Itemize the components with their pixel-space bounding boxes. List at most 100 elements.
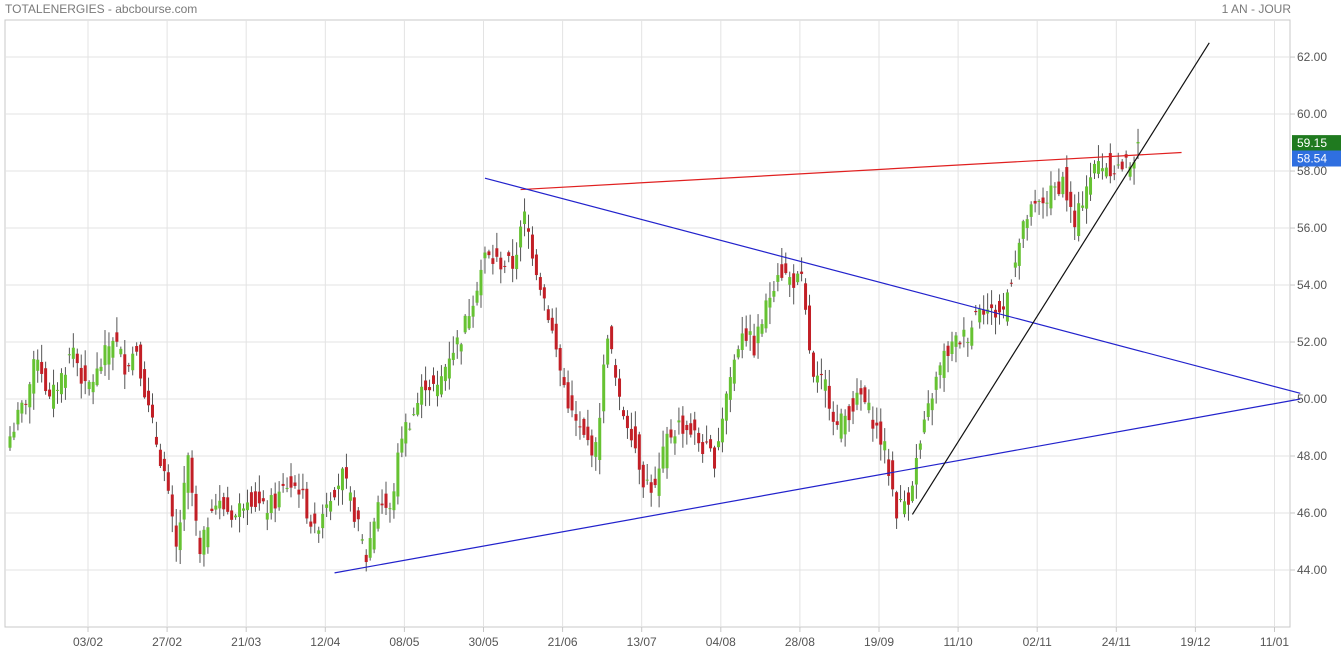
candle-down xyxy=(170,494,174,517)
x-tick-label: 02/11 xyxy=(1023,635,1052,649)
candle-down xyxy=(566,382,570,409)
candle-down xyxy=(1041,197,1045,204)
candle-down xyxy=(79,367,83,384)
candle-up xyxy=(451,352,455,360)
candle-up xyxy=(443,366,447,382)
candle-up xyxy=(265,513,269,520)
x-tick-label: 13/07 xyxy=(627,635,657,649)
y-tick-label: 52.00 xyxy=(1297,335,1327,349)
candle-up xyxy=(1029,204,1033,217)
candle-up xyxy=(245,502,249,511)
candle-up xyxy=(1021,221,1025,239)
candle-down xyxy=(621,410,625,417)
candle-down xyxy=(669,429,673,438)
grid-lines xyxy=(5,20,1290,627)
candle-down xyxy=(424,380,428,391)
plot-area xyxy=(4,19,1291,628)
candle-down xyxy=(297,489,301,495)
candle-down xyxy=(40,361,44,374)
candle-up xyxy=(416,403,420,415)
candle-up xyxy=(388,508,392,510)
candle-down xyxy=(495,248,499,257)
candle-up xyxy=(910,485,914,502)
candle-down xyxy=(546,309,550,321)
candle-down xyxy=(590,435,594,456)
candle-up xyxy=(914,458,918,485)
candle-down xyxy=(895,492,899,519)
candle-up xyxy=(71,347,75,359)
candle-down xyxy=(147,390,151,406)
candle-down xyxy=(313,513,317,524)
candle-up xyxy=(1092,163,1096,174)
candle-down xyxy=(974,310,978,313)
candle-down xyxy=(550,317,554,331)
x-tick-label: 19/12 xyxy=(1180,635,1210,649)
candle-up xyxy=(1104,167,1108,177)
candle-up xyxy=(463,315,467,333)
candle-up xyxy=(435,384,439,397)
candle-down xyxy=(835,421,839,425)
candle-up xyxy=(242,508,246,511)
candle-up xyxy=(934,376,938,390)
candle-down xyxy=(1120,161,1124,170)
y-axis: 62.00 60.00 58.00 56.00 54.00 52.00 50.00 48.00… xyxy=(1290,50,1327,577)
price-badge-previous xyxy=(1292,150,1341,167)
candle-up xyxy=(186,455,190,493)
candle-up xyxy=(970,327,974,346)
candle-down xyxy=(24,403,28,405)
candle-up xyxy=(412,414,416,416)
candle-down xyxy=(273,493,277,509)
candle-up xyxy=(883,441,887,451)
candle-down xyxy=(293,482,297,486)
candle-up xyxy=(119,348,123,355)
candle-up xyxy=(8,436,12,448)
candle-up xyxy=(1037,200,1041,202)
candle-down xyxy=(819,373,823,376)
candle-up xyxy=(720,418,724,443)
candle-down xyxy=(380,503,384,506)
candle-down xyxy=(713,447,717,469)
candle-up xyxy=(36,359,40,371)
candle-up xyxy=(748,331,752,335)
candle-down xyxy=(649,482,653,493)
candle-up xyxy=(962,329,966,337)
candle-up xyxy=(408,428,412,430)
candle-down xyxy=(356,510,360,520)
candle-down xyxy=(554,323,558,350)
candle-down xyxy=(542,287,546,299)
candle-up xyxy=(475,290,479,303)
candle-down xyxy=(946,345,950,356)
candle-up xyxy=(1132,162,1136,169)
candle-down xyxy=(784,263,788,274)
candle-down xyxy=(792,273,796,288)
candle-down xyxy=(44,368,48,392)
candle-up xyxy=(1061,176,1065,195)
candle-up xyxy=(728,377,732,400)
x-tick-label: 24/11 xyxy=(1102,635,1131,649)
candle-down xyxy=(143,369,147,398)
candle-down xyxy=(653,478,657,486)
candle-up xyxy=(131,353,135,371)
candle-down xyxy=(526,228,530,232)
candle-down xyxy=(827,385,831,409)
candle-up xyxy=(740,333,744,351)
candle-down xyxy=(499,257,503,270)
candle-up xyxy=(645,479,649,481)
candle-up xyxy=(788,277,792,285)
candle-up xyxy=(1096,161,1100,174)
candle-down xyxy=(344,467,348,479)
x-tick-label: 12/04 xyxy=(310,635,340,649)
x-tick-label: 11/01 xyxy=(1260,635,1289,649)
candle-down xyxy=(364,554,368,563)
candle-down xyxy=(891,460,895,490)
candle-down xyxy=(859,388,863,395)
candle-down xyxy=(1108,153,1112,177)
candle-down xyxy=(1009,282,1013,284)
candle-down xyxy=(582,418,586,435)
price-badge-label: 59.15 xyxy=(1297,136,1327,150)
candle-up xyxy=(20,402,24,414)
candle-down xyxy=(534,254,538,276)
candle-up xyxy=(234,515,238,518)
candle-down xyxy=(123,354,127,375)
candle-down xyxy=(578,426,582,428)
